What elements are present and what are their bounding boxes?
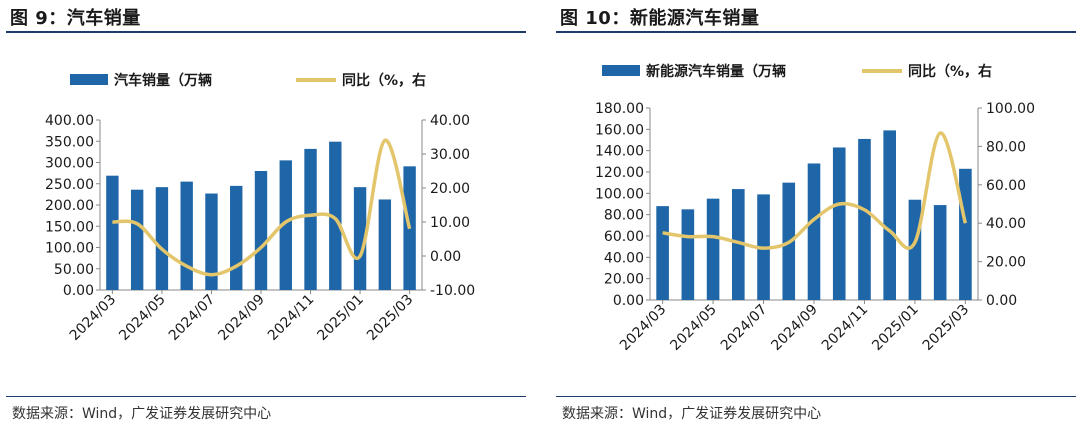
right-tick-label: -10.00 [430, 283, 475, 299]
figure-title: 图 9：汽车销量 [10, 8, 141, 29]
x-tick-label: 2024/07 [718, 302, 770, 354]
left-tick-label: 250.00 [45, 177, 94, 193]
right-tick-label: 0.00 [986, 293, 1017, 309]
bar [106, 175, 119, 290]
right-tick-label: 80.00 [986, 139, 1026, 155]
legend-swatch-bars [70, 74, 108, 85]
legend-label-bars: 新能源汽车销量（万辆 [646, 63, 786, 80]
bar [706, 198, 720, 300]
bar [378, 199, 392, 290]
x-tick-label: 2025/03 [364, 292, 416, 344]
bar [832, 147, 846, 300]
left-tick-label: 100.00 [595, 186, 644, 202]
bar [205, 193, 218, 290]
x-tick-label: 2024/03 [67, 292, 119, 344]
right-tick-label: 20.00 [986, 255, 1026, 271]
source-note: 数据来源：Wind，广发证券发展研究中心 [12, 406, 272, 422]
right-tick-label: 100.00 [986, 101, 1035, 117]
bar [329, 141, 342, 290]
x-tick-label: 2024/09 [215, 292, 267, 344]
bar [883, 130, 896, 300]
x-tick-label: 2024/09 [768, 302, 820, 354]
left-tick-label: 300.00 [45, 156, 94, 172]
left-tick-label: 40.00 [604, 250, 644, 266]
bar [230, 185, 243, 290]
bar [353, 187, 367, 290]
left-tick-label: 100.00 [45, 241, 94, 257]
left-tick-label: 400.00 [45, 113, 94, 129]
x-tick-label: 2024/05 [667, 302, 719, 354]
title-rule [556, 31, 1076, 33]
bar [155, 187, 169, 290]
x-tick-label: 2025/01 [869, 302, 921, 354]
bar [959, 168, 972, 300]
chart-panel-nev-sales: 图 10：新能源汽车销量 180.00 160.00 140.00 120.00 100… [550, 0, 1080, 427]
x-tick-label: 2024/07 [166, 292, 218, 344]
x-tick-label: 2024/11 [265, 292, 317, 344]
left-tick-label: 0.00 [63, 283, 94, 299]
right-tick-label: 40.00 [430, 113, 470, 129]
legend-swatch-bars [602, 65, 640, 76]
source-rule [6, 396, 526, 397]
bar [279, 160, 292, 290]
chart-panel-car-sales: 图 9：汽车销量 400.00 350.00 300.00 250.00 200.00 1… [0, 0, 530, 427]
left-tick-label: 350.00 [45, 134, 94, 150]
bar [130, 189, 144, 290]
legend-label-bars: 汽车销量（万辆 [114, 72, 212, 89]
left-tick-label: 140.00 [595, 144, 644, 160]
left-tick-label: 120.00 [595, 165, 644, 181]
left-tick-label: 200.00 [45, 198, 94, 214]
right-tick-label: 10.00 [430, 215, 470, 231]
left-tick-label: 160.00 [595, 122, 644, 138]
left-tick-label: 150.00 [45, 219, 94, 235]
title-rule [6, 31, 526, 33]
left-tick-label: 80.00 [604, 208, 644, 224]
left-tick-label: 20.00 [604, 272, 644, 288]
nev-sales-chart: 180.00 160.00 140.00 120.00 100.00 80.00 60.00… [595, 63, 1035, 354]
yoy-line [112, 138, 412, 277]
right-tick-label: 30.00 [430, 147, 470, 163]
source-note: 数据来源：Wind，广发证券发展研究中心 [562, 406, 822, 422]
left-tick-label: 0.00 [613, 293, 644, 309]
figure-title: 图 10：新能源汽车销量 [560, 8, 760, 29]
bar [681, 209, 695, 300]
x-tick-label: 2025/03 [920, 302, 972, 354]
bar [304, 148, 317, 290]
bar [807, 163, 821, 300]
legend-label-line: 同比（%，右 [342, 72, 426, 89]
left-tick-label: 50.00 [54, 262, 94, 278]
legend-label-line: 同比（%，右 [908, 63, 992, 80]
x-tick-label: 2024/03 [617, 302, 669, 354]
bar [933, 205, 947, 300]
left-tick-label: 180.00 [595, 101, 644, 117]
x-tick-label: 2024/05 [116, 292, 168, 344]
x-tick-label: 2024/11 [819, 302, 871, 354]
bar [180, 181, 193, 290]
right-tick-label: 40.00 [986, 216, 1026, 232]
right-tick-label: 0.00 [430, 249, 461, 265]
x-tick-label: 2025/01 [314, 292, 366, 344]
car-sales-chart: 400.00 350.00 300.00 250.00 200.00 150.00 100.… [45, 72, 475, 344]
left-tick-label: 60.00 [604, 229, 644, 245]
bar [656, 206, 669, 300]
right-tick-label: 20.00 [430, 181, 470, 197]
bar [908, 199, 922, 300]
bar [732, 189, 745, 300]
bar [254, 171, 268, 290]
right-tick-label: 60.00 [986, 178, 1026, 194]
source-rule [556, 396, 1076, 397]
bar [858, 138, 871, 300]
